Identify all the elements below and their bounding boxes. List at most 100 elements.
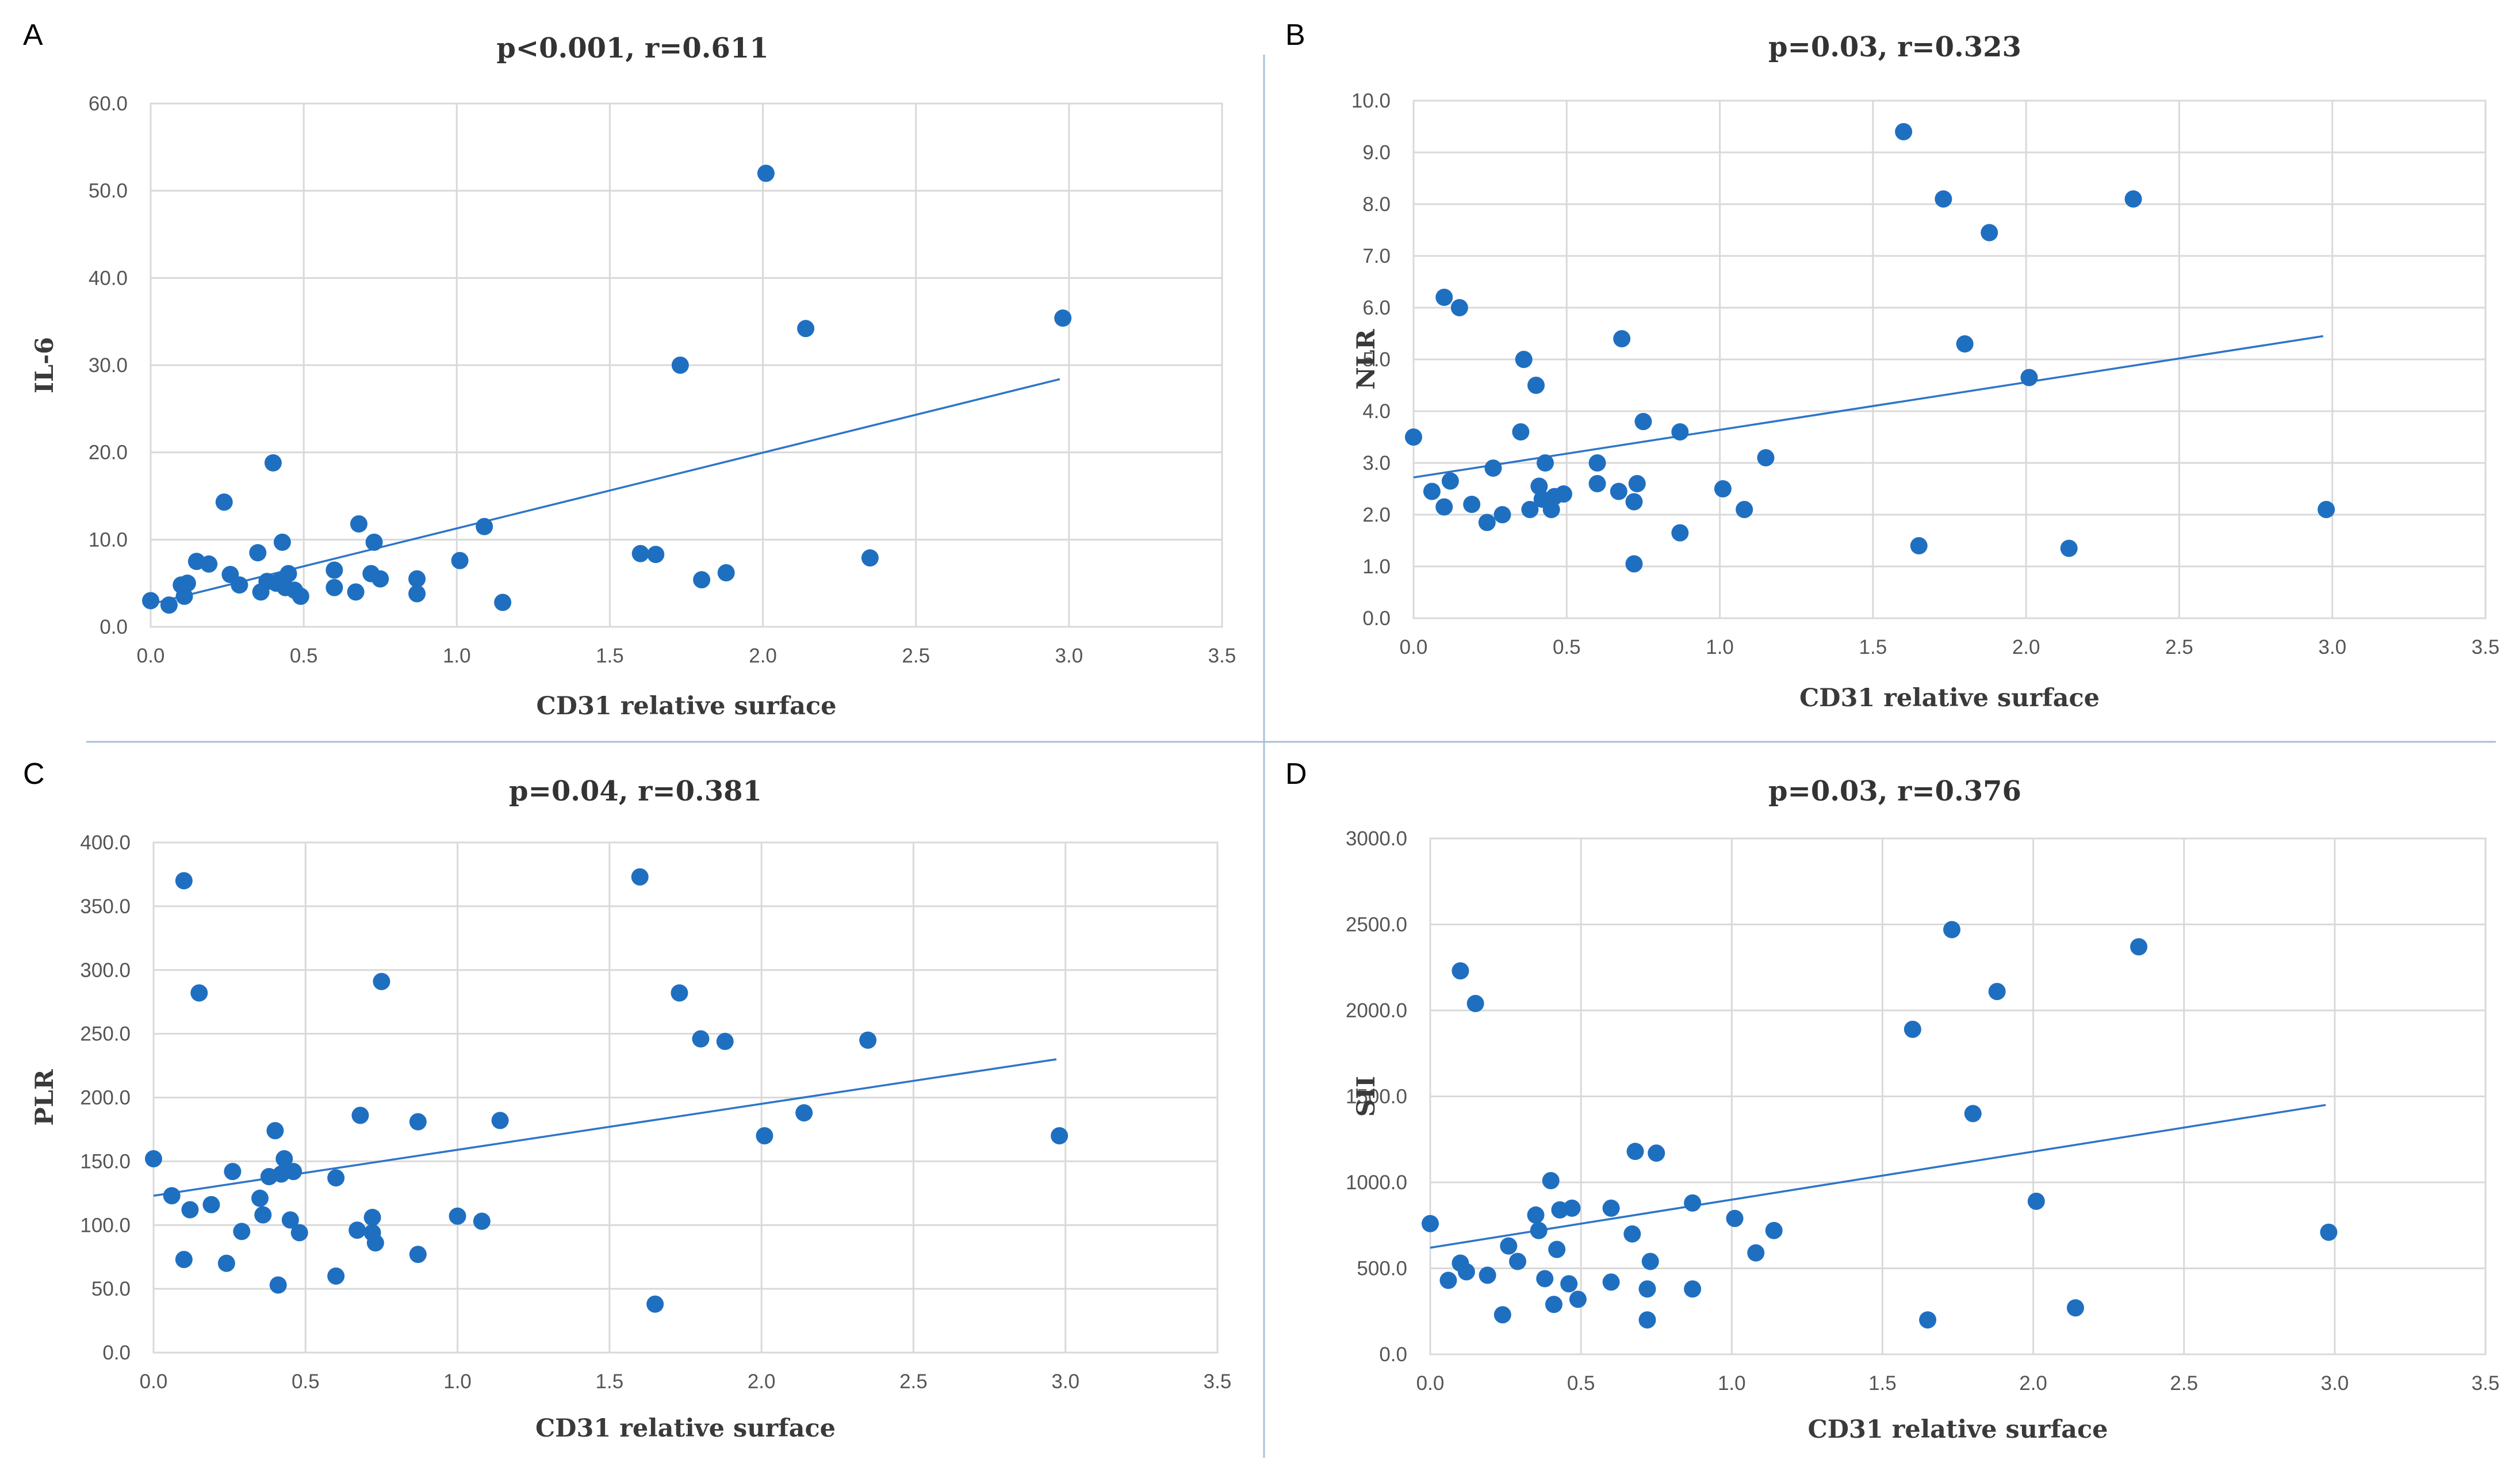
panel-a-title: p<0.001, r=0.611 [496, 32, 768, 64]
panel-a-data-point [178, 575, 196, 592]
panel-d-y-tick-label: 1500.0 [1346, 1086, 1407, 1108]
panel-b-data-point [1463, 496, 1481, 513]
panel-b-y-tick-label: 2.0 [1362, 504, 1391, 526]
panel-b-trendline [1413, 335, 2324, 478]
panel-b-data-point [1588, 475, 1606, 492]
panel-a-data-point [325, 579, 343, 596]
panel-d-plot-area [1429, 837, 2487, 1355]
panel-c-data-point [646, 1295, 664, 1313]
panel-d-data-point [1602, 1273, 1620, 1291]
panel-d-data-point [1530, 1221, 1548, 1239]
panel-c-data-point [145, 1150, 162, 1167]
panel-d-data-point [1545, 1296, 1562, 1313]
panel-b-data-point [1613, 330, 1631, 347]
panel-c-data-point [671, 984, 688, 1002]
panel-c-data-point [473, 1212, 491, 1230]
panel-c-x-tick-label: 0.0 [140, 1370, 168, 1393]
panel-d-data-point [1641, 1253, 1659, 1270]
panel-a-data-point [671, 357, 689, 374]
panel-c-data-point [327, 1169, 345, 1187]
panel-d-data-point [1569, 1290, 1587, 1308]
panel-c-data-point [409, 1113, 427, 1131]
panel-d-trendline [1430, 1104, 2326, 1249]
panel-d-x-tick-label: 0.0 [1416, 1372, 1445, 1395]
panel-d-y-tick-label: 2500.0 [1346, 914, 1407, 936]
panel-c-data-point [716, 1032, 734, 1050]
panel-b-y-tick-label: 8.0 [1362, 193, 1391, 216]
panel-c-data-point [373, 972, 390, 990]
panel-b-data-point [1671, 423, 1689, 441]
panel-c-y-tick-label: 350.0 [80, 895, 131, 918]
panel-d-x-axis-label: CD31 relative surface [1807, 1415, 2108, 1444]
panel-a-x-tick-label: 1.0 [443, 645, 471, 667]
panel-b-y-tick-label: 0.0 [1362, 607, 1391, 630]
panel-c-data-point [285, 1163, 302, 1181]
panel-d-x-tick-label: 1.5 [1868, 1372, 1897, 1395]
panel-d-y-tick-label: 1000.0 [1346, 1171, 1407, 1194]
panel-d-y-tick-label: 2000.0 [1346, 999, 1407, 1022]
panel-a-data-point [408, 570, 426, 588]
panel-c-data-point [175, 872, 193, 890]
panel-d-data-point [1563, 1199, 1581, 1217]
panel-b-x-axis-label: CD31 relative surface [1799, 684, 2100, 713]
panel-b-data-point [1981, 224, 1998, 242]
panel-b-data-point [1757, 449, 1775, 466]
panel-c-y-tick-label: 400.0 [80, 832, 131, 854]
panel-a-data-point [451, 552, 469, 569]
panel-a-data-point [647, 546, 665, 564]
panel-d-data-point [1536, 1270, 1554, 1288]
panel-d-data-point [2027, 1192, 2045, 1210]
panel-b-data-point [2318, 501, 2335, 518]
panel-c-data-point [327, 1267, 345, 1285]
panel-c-y-tick-label: 50.0 [91, 1278, 131, 1300]
panel-c-data-point [233, 1223, 251, 1240]
panel-d-data-point [1542, 1172, 1560, 1190]
panel-d-x-tick-label: 0.5 [1567, 1372, 1595, 1395]
panel-b-letter: B [1285, 18, 1305, 52]
panel-b-y-axis-label: NLR [1352, 329, 1381, 390]
panel-d-y-tick-label: 0.0 [1379, 1343, 1407, 1366]
panel-a-data-point [279, 565, 297, 583]
panel-c-y-tick-label: 150.0 [80, 1150, 131, 1173]
panel-a-data-point [350, 515, 367, 533]
panel-b-y-tick-label: 3.0 [1362, 452, 1391, 474]
panel-c-data-point [290, 1224, 308, 1242]
panel-a-y-tick-label: 50.0 [89, 180, 128, 202]
panel-a-x-tick-label: 3.0 [1055, 645, 1083, 667]
panel-d-data-point [1422, 1215, 1439, 1232]
panel-d-data-point [1548, 1240, 1566, 1258]
panel-b-data-point [1484, 459, 1502, 477]
panel-d-data-point [1466, 995, 1484, 1013]
panel-d-y-axis-label: SII [1352, 1076, 1381, 1117]
panel-d-x-tick-label: 3.5 [2472, 1372, 2500, 1395]
panel-a-data-point [273, 533, 291, 551]
panel-b-y-tick-label: 6.0 [1362, 297, 1391, 319]
panel-d-data-point [1919, 1311, 1937, 1329]
panel-b-x-tick-label: 2.0 [2012, 636, 2040, 658]
panel-b-data-point [1450, 299, 1468, 316]
panel-a-data-point [264, 454, 282, 472]
panel-a-data-point [861, 549, 879, 567]
panel-c-data-point [266, 1122, 284, 1140]
panel-a-data-point [693, 571, 711, 589]
panel-a-x-tick-label: 1.5 [596, 645, 624, 667]
panel-d-data-point [1747, 1244, 1765, 1262]
panel-c-data-point [409, 1246, 427, 1263]
panel-c-data-point [163, 1187, 181, 1205]
panel-a-plot-area [150, 102, 1223, 628]
chart-panel-d: 0.0 0.5 1.0 1.5 2.0 2.5 3.0 3.5 0.0 500.0 1000.0 15… [1285, 757, 2499, 1444]
panel-b-data-point [2020, 369, 2038, 386]
panel-d-data-point [1684, 1280, 1702, 1298]
panel-a-data-point [175, 587, 193, 605]
panel-b-y-tick-label: 4.0 [1362, 400, 1391, 423]
panel-a-y-tick-label: 10.0 [89, 528, 128, 551]
panel-c-data-point [351, 1106, 369, 1124]
panel-c-data-point [224, 1163, 242, 1181]
panel-b-data-point [1527, 377, 1545, 394]
panel-b-data-point [1625, 555, 1643, 573]
panel-b-data-point [1935, 190, 1952, 208]
panel-a-x-tick-label: 0.5 [290, 645, 318, 667]
panel-c-y-tick-label: 200.0 [80, 1087, 131, 1109]
panel-c-data-point [181, 1201, 199, 1219]
